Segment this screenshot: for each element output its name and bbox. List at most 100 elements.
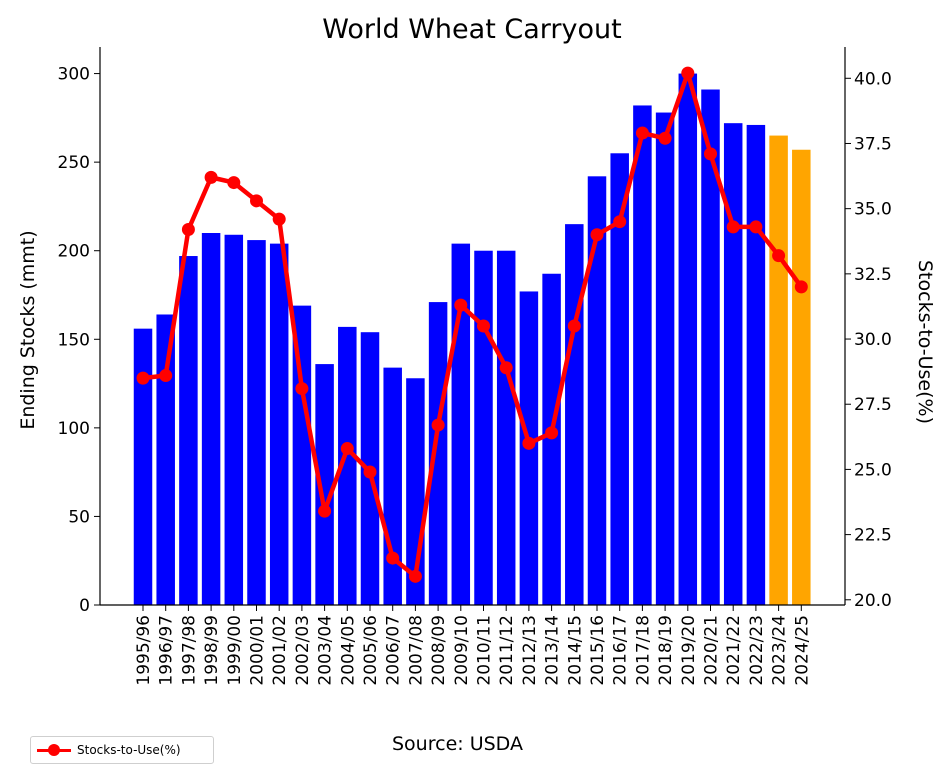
bar-2006-07 xyxy=(383,367,402,605)
legend: Stocks-to-Use(%) xyxy=(30,736,214,764)
bar-1998-99 xyxy=(201,233,221,605)
x-tick-label: 2019/20 xyxy=(679,615,699,686)
x-tick-label: 1996/97 xyxy=(157,615,177,686)
y-tick-label: 200 xyxy=(58,242,90,262)
x-tick-label: 2000/01 xyxy=(248,615,268,686)
stocks-to-use-point-2024-25 xyxy=(794,280,808,294)
stocks-to-use-point-2013-14 xyxy=(545,426,559,440)
x-tick-label: 2004/05 xyxy=(338,615,358,686)
y2-tick-label: 37.5 xyxy=(854,134,892,154)
bar-2019-20 xyxy=(678,73,698,606)
bar-2008-09 xyxy=(428,302,448,605)
bar-2020-21 xyxy=(701,89,720,605)
x-tick-label: 2001/02 xyxy=(270,615,290,686)
y2-axis-title: Stocks-to-Use(%) xyxy=(914,260,936,424)
bar-1997-98 xyxy=(179,256,198,605)
x-tick-label: 1997/98 xyxy=(179,615,199,686)
stocks-to-use-point-1995-96 xyxy=(136,371,150,385)
stocks-to-use-point-2016-17 xyxy=(613,215,627,229)
stocks-to-use-point-1996-97 xyxy=(159,369,173,383)
stocks-to-use-point-2023-24 xyxy=(772,249,786,263)
bar-2018-19 xyxy=(655,112,675,606)
x-tick-label: 2011/12 xyxy=(497,615,517,686)
y2-tick-label: 25.0 xyxy=(854,460,892,480)
y-tick-label: 150 xyxy=(58,330,90,350)
x-tick-label: 2018/19 xyxy=(656,615,676,686)
y-tick-label: 250 xyxy=(58,153,90,173)
y2-tick-label: 40.0 xyxy=(854,69,892,89)
bar-2021-22 xyxy=(723,123,743,606)
stocks-to-use-point-2022-23 xyxy=(749,220,763,234)
stocks-to-use-point-2021-22 xyxy=(726,220,740,234)
stocks-to-use-point-2005-06 xyxy=(363,465,377,479)
source-note: Source: USDA xyxy=(392,733,523,755)
stocks-to-use-point-2002-03 xyxy=(295,382,309,396)
bar-2003-04 xyxy=(315,364,334,605)
stocks-to-use-point-2010-11 xyxy=(477,319,490,333)
chart-title: World Wheat Carryout xyxy=(322,14,621,45)
x-tick-label: 2007/08 xyxy=(406,615,426,686)
x-tick-label: 2003/04 xyxy=(316,615,336,686)
stocks-to-use-point-2000-01 xyxy=(250,194,263,208)
stocks-to-use-point-2008-09 xyxy=(431,418,445,432)
stocks-to-use-point-2012-13 xyxy=(522,436,536,450)
bar-1999-00 xyxy=(224,234,244,605)
bar-2022-23 xyxy=(746,124,766,605)
stocks-to-use-point-2006-07 xyxy=(386,551,400,565)
x-tick-label: 2023/24 xyxy=(770,615,790,686)
x-axis-labels: 1995/96 1996/97 1997/98 1998/99 1999/00 2000/… xyxy=(134,615,812,686)
y2-tick-label: 30.0 xyxy=(854,330,892,350)
stocks-to-use-point-1997-98 xyxy=(181,223,195,237)
x-tick-label: 2010/11 xyxy=(475,615,495,686)
x-tick-label: 2024/25 xyxy=(792,615,812,686)
y-tick-label: 100 xyxy=(58,419,90,439)
x-tick-label: 1995/96 xyxy=(134,615,154,686)
y2-tick-label: 32.5 xyxy=(854,265,892,285)
x-tick-label: 2015/16 xyxy=(588,615,608,686)
y-axis-title: Ending Stocks (mmt) xyxy=(17,230,39,429)
bar-2024-25 xyxy=(792,149,811,605)
stocks-to-use-point-2019-20 xyxy=(681,66,695,80)
stocks-to-use-point-2001-02 xyxy=(272,212,286,226)
y-tick-label: 0 xyxy=(79,596,90,616)
x-tick-label: 2008/09 xyxy=(429,615,449,686)
x-tick-label: 2009/10 xyxy=(452,615,472,686)
x-tick-label: 2005/06 xyxy=(361,615,381,686)
bar-2000-01 xyxy=(247,240,266,606)
y2-tick-label: 22.5 xyxy=(854,526,892,546)
x-tick-label: 2021/22 xyxy=(724,615,744,686)
x-tick-label: 2016/17 xyxy=(611,615,631,686)
x-tick-label: 1998/99 xyxy=(202,615,222,686)
stocks-to-use-point-2003-04 xyxy=(318,504,332,518)
x-tick-label: 2006/07 xyxy=(384,615,404,686)
stocks-to-use-point-2004-05 xyxy=(340,442,354,456)
stocks-to-use-point-2017-18 xyxy=(635,126,649,140)
stocks-to-use-point-2018-19 xyxy=(658,131,672,145)
line-series-stocks-to-use xyxy=(136,66,808,583)
y2-tick-label: 27.5 xyxy=(854,395,892,415)
y2-tick-label: 20.0 xyxy=(854,591,892,611)
x-tick-label: 2002/03 xyxy=(293,615,313,686)
stocks-to-use-point-1999-00 xyxy=(227,176,241,190)
y-tick-label: 300 xyxy=(58,65,90,85)
stocks-to-use-point-2011-12 xyxy=(499,361,513,375)
bar-2002-03 xyxy=(292,305,312,605)
bar-series xyxy=(133,73,811,606)
stocks-to-use-point-2020-21 xyxy=(704,147,717,161)
legend-line-marker-icon xyxy=(37,740,73,760)
stocks-to-use-point-2014-15 xyxy=(567,319,581,333)
y2-tick-label: 35.0 xyxy=(854,200,892,220)
y2-axis-labels: 20.0 22.5 25.0 27.5 30.0 32.5 35.0 37.5 40.0 xyxy=(854,69,892,610)
x-tick-label: 2020/21 xyxy=(702,615,722,686)
stocks-to-use-point-2015-16 xyxy=(590,228,604,242)
bar-2010-11 xyxy=(474,250,493,605)
bar-2009-10 xyxy=(451,243,471,605)
legend-label: Stocks-to-Use(%) xyxy=(77,743,181,757)
axes xyxy=(94,47,851,611)
bar-2015-16 xyxy=(587,176,607,606)
stocks-to-use-point-1998-99 xyxy=(204,170,218,184)
bar-2016-17 xyxy=(610,153,629,606)
y-tick-label: 50 xyxy=(68,507,90,527)
stocks-to-use-point-2007-08 xyxy=(408,569,422,583)
